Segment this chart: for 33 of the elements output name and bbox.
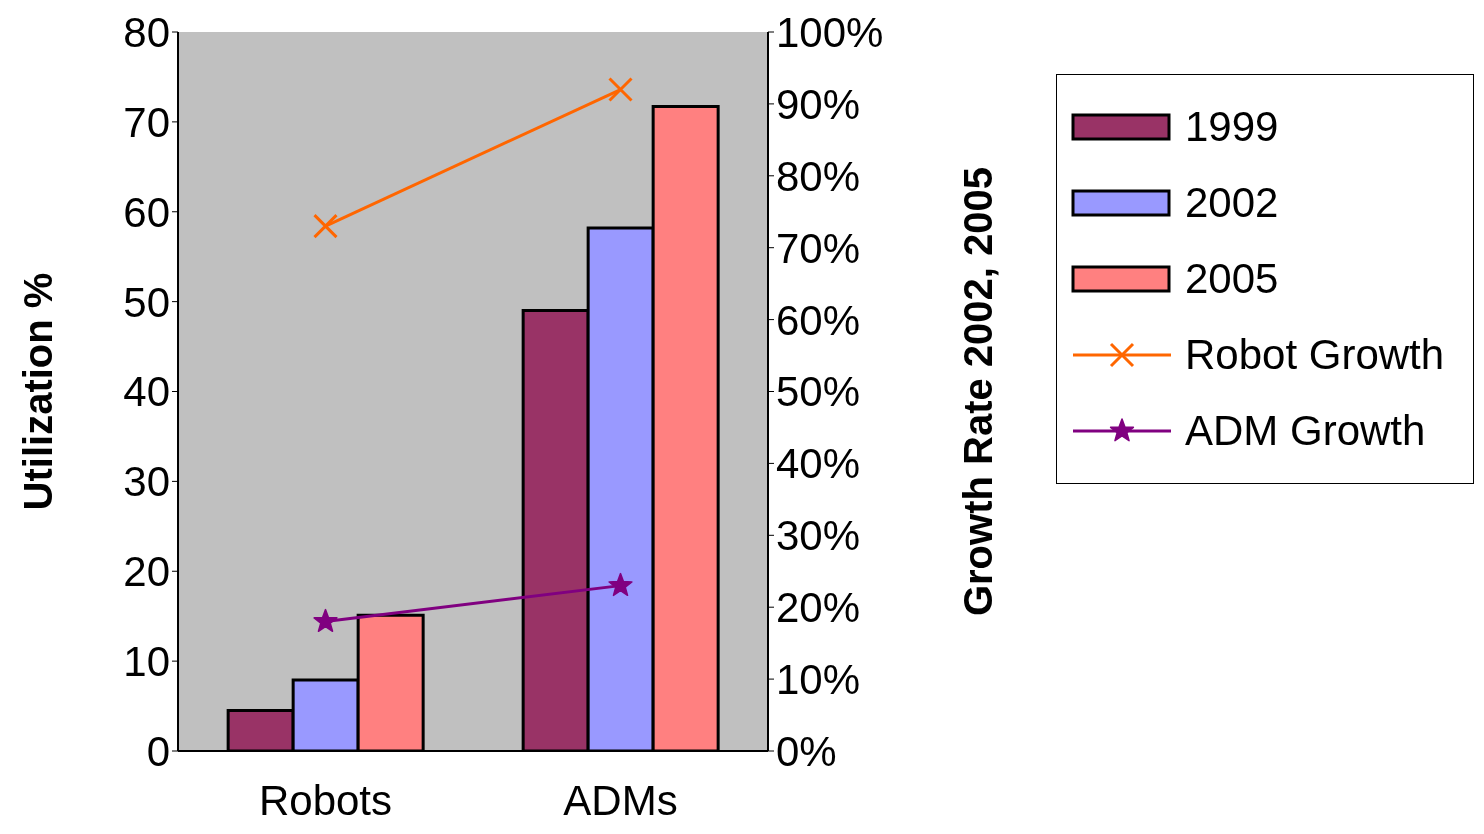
y-tick-label: 20: [123, 548, 170, 596]
y2-tick-label: 40%: [776, 440, 861, 488]
legend-label: 2002: [1185, 179, 1279, 227]
y-tick-label: 70: [123, 98, 170, 146]
y-tick-label: 10: [123, 638, 170, 686]
point: [313, 608, 338, 633]
y2-tick-label: 30%: [776, 512, 861, 560]
y-tick-label: 80: [123, 8, 170, 56]
legend-label: ADM Growth: [1185, 407, 1426, 455]
y2-axis-title: Growth Rate 2002, 2005: [956, 166, 1001, 617]
y2-tick-label: 70%: [776, 224, 861, 272]
y-axis-title: Utilization %: [16, 272, 61, 511]
legend-label: Robot Growth: [1185, 331, 1445, 379]
x-tick-label: ADMs: [563, 776, 678, 824]
y2-tick-label: 0%: [776, 727, 837, 775]
y-tick-label: 60: [123, 188, 170, 236]
y2-tick-label: 60%: [776, 296, 861, 344]
y2-tick-label: 90%: [776, 80, 861, 128]
y2-tick-label: 80%: [776, 152, 861, 200]
y-tick-label: 0: [146, 727, 170, 775]
y2-tick-label: 20%: [776, 584, 861, 632]
y2-tick-label: 100%: [776, 8, 884, 56]
legend-label: 2005: [1185, 255, 1279, 303]
legend-label: 1999: [1185, 103, 1279, 151]
x-tick-label: Robots: [258, 776, 393, 824]
y-tick-label: 50: [123, 278, 170, 326]
y-tick-label: 40: [123, 368, 170, 416]
point: [313, 213, 338, 239]
point: [608, 572, 633, 597]
y2-tick-label: 10%: [776, 656, 861, 704]
point: [608, 77, 633, 103]
y2-tick-label: 50%: [776, 368, 861, 416]
y-tick-label: 30: [123, 458, 170, 506]
